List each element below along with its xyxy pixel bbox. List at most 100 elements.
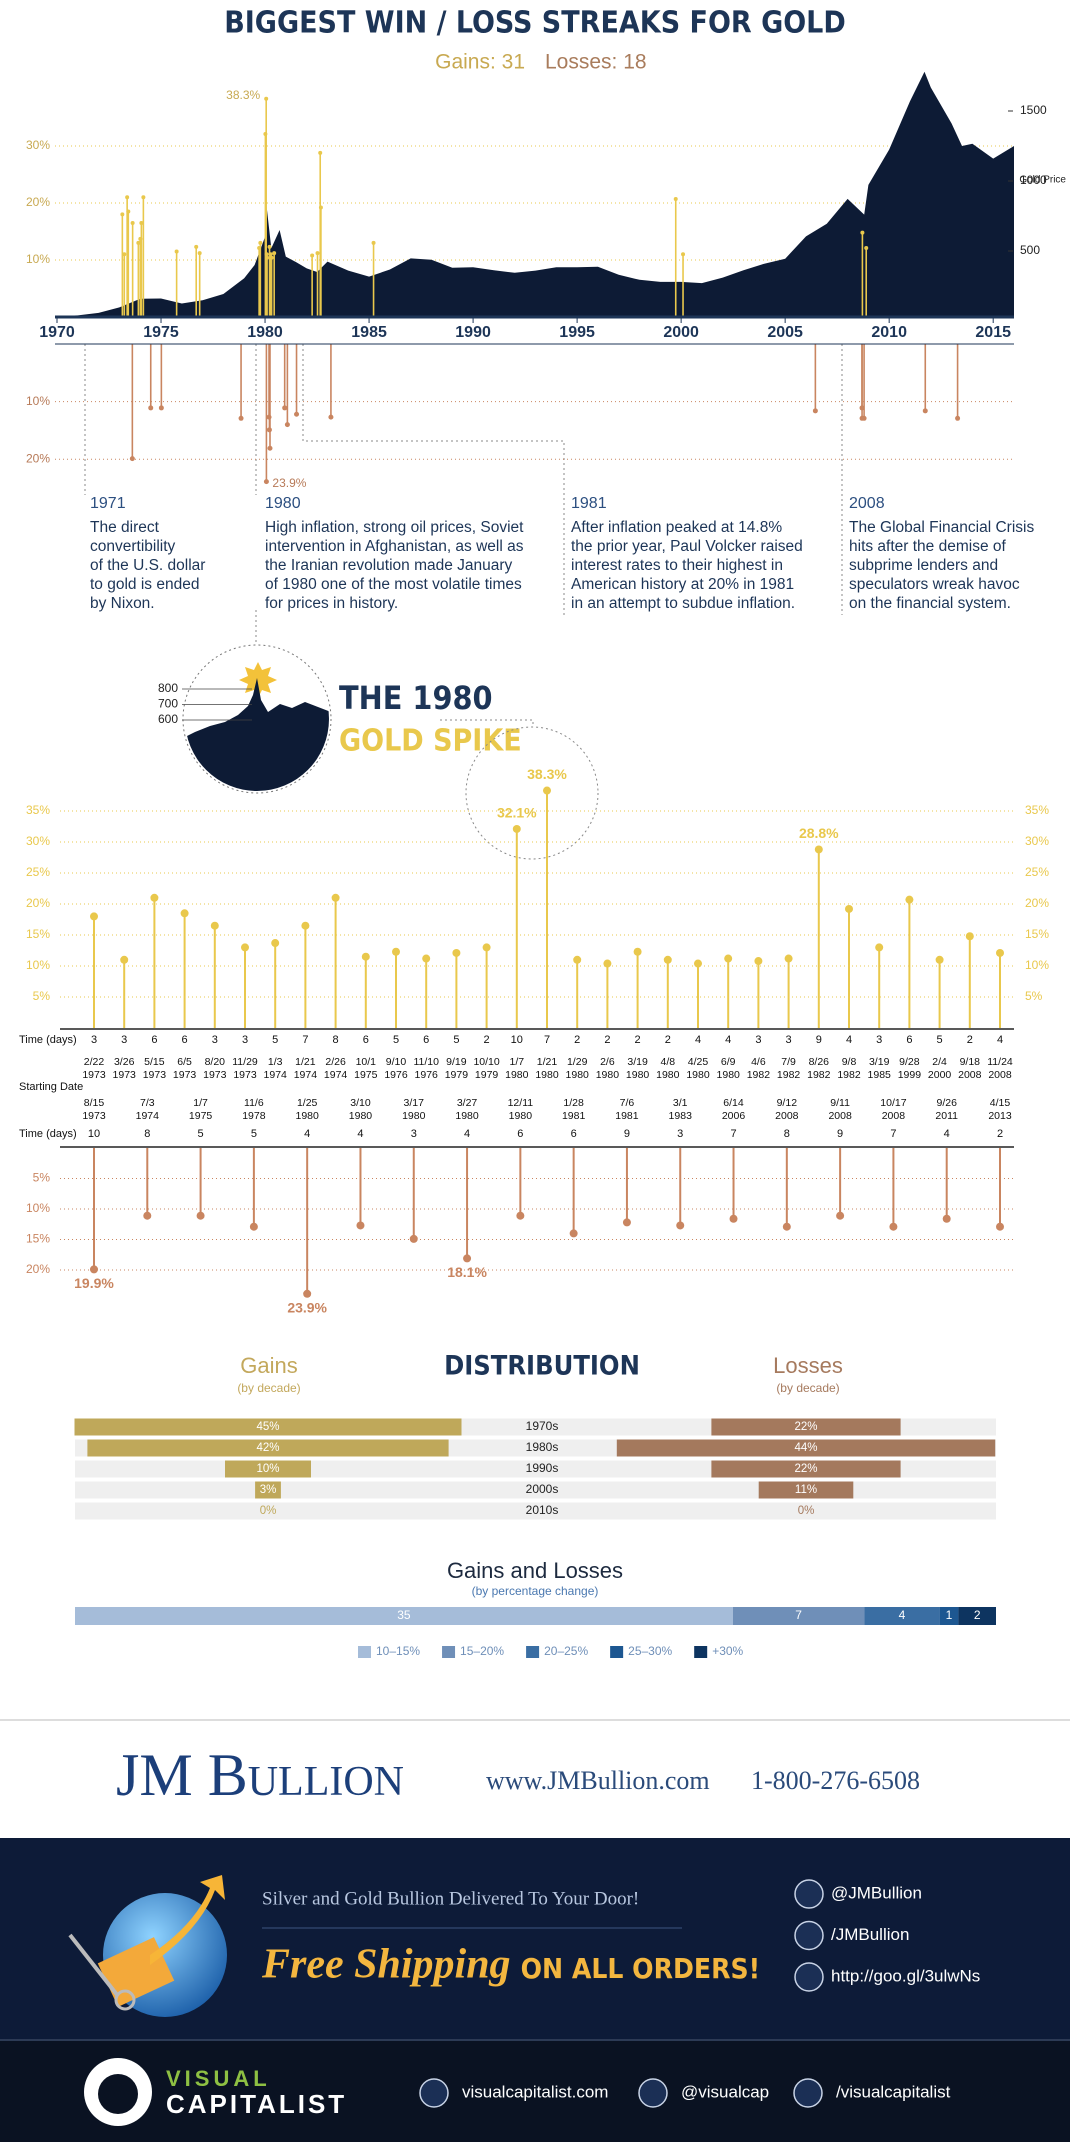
- loss-dot: [955, 415, 961, 421]
- loss-dot: [238, 415, 244, 421]
- gain-dot: [141, 195, 146, 200]
- vc-logo-top: VISUAL: [166, 2066, 271, 2091]
- date: 10/1: [356, 1056, 377, 1068]
- streak-dot: [996, 948, 1004, 957]
- losses-count: Losses: 18: [545, 51, 647, 74]
- decade-bar: [711, 1460, 901, 1478]
- days: 8: [784, 1128, 790, 1140]
- date: 2/26: [325, 1056, 346, 1068]
- streak-dot: [90, 912, 98, 921]
- days: 5: [272, 1034, 278, 1046]
- streak-dot: [241, 943, 249, 952]
- decade-bar: [225, 1460, 311, 1478]
- date: 11/24: [987, 1056, 1013, 1068]
- stack-value: 4: [899, 1608, 906, 1622]
- spike-tick-label: 700: [158, 697, 178, 711]
- gain-dot: [120, 212, 125, 217]
- gain-dot: [122, 252, 127, 257]
- days: 4: [304, 1128, 310, 1140]
- y2-tick-label: 1000: [1020, 173, 1047, 187]
- gain-dot: [130, 220, 135, 225]
- days: 6: [571, 1128, 577, 1140]
- days: 3: [242, 1034, 248, 1046]
- date: 9/10: [386, 1056, 407, 1068]
- jm-url: www.JMBullion.com: [486, 1766, 710, 1795]
- x-tick-label: 2015: [975, 324, 1011, 341]
- date: 3/10: [350, 1097, 371, 1109]
- y2-tick-label: 1500: [1020, 103, 1047, 117]
- legend-swatch: [694, 1646, 708, 1658]
- social-link: /JMBullion: [831, 1925, 909, 1944]
- y-tick-label: 5%: [33, 989, 51, 1003]
- streak-dot: [729, 1214, 738, 1223]
- date: 3/17: [404, 1097, 425, 1109]
- y-tick-label: 10%: [26, 958, 50, 972]
- streak-dot: [482, 943, 491, 952]
- year: 1982: [837, 1069, 861, 1081]
- value-label: 32.1%: [497, 805, 537, 821]
- date: 4/15: [990, 1097, 1011, 1109]
- annotation-year: 1971: [90, 495, 126, 512]
- decade-value: 42%: [256, 1442, 279, 1454]
- days: 4: [695, 1034, 701, 1046]
- gain-label: 38.3%: [226, 88, 260, 102]
- stack-value: 7: [795, 1608, 802, 1622]
- days: 6: [906, 1034, 912, 1046]
- year: 1973: [82, 1110, 106, 1122]
- date: 8/15: [84, 1097, 105, 1109]
- year: 1985: [868, 1069, 892, 1081]
- streak-dot: [271, 939, 280, 948]
- year: 1980: [349, 1110, 373, 1122]
- loss-dot: [148, 405, 154, 411]
- date: 9/8: [842, 1056, 857, 1068]
- vc-logo-bottom: CAPITALIST: [166, 2089, 347, 2119]
- y-tick-label: 10%: [26, 394, 50, 408]
- days: 3: [677, 1128, 683, 1140]
- gain-dot: [318, 205, 323, 210]
- vc-band: [0, 2040, 1070, 2142]
- date: 9/12: [777, 1097, 798, 1109]
- annotation-text: The direct: [90, 519, 160, 536]
- x-tick-label: 1975: [143, 324, 179, 341]
- gain-dot: [269, 255, 274, 260]
- year: 2008: [775, 1110, 799, 1122]
- streak-dot: [120, 955, 129, 964]
- jm-phone: 1-800-276-6508: [751, 1766, 920, 1795]
- annotation-text: hits after the demise of: [849, 538, 1006, 555]
- days: 8: [333, 1034, 339, 1046]
- vc-link: @visualcap: [681, 2082, 769, 2101]
- date: 1/25: [297, 1097, 318, 1109]
- date: 10/17: [880, 1097, 906, 1109]
- days: 3: [876, 1034, 882, 1046]
- y-tick-label: 20%: [26, 195, 50, 209]
- annotation-year: 1981: [571, 495, 607, 512]
- year: 1980: [566, 1069, 590, 1081]
- x-tick-label: 1990: [455, 324, 491, 341]
- gain-dot: [371, 240, 376, 245]
- date: 1/21: [537, 1056, 558, 1068]
- date: 11/29: [232, 1056, 258, 1068]
- streak-dot: [633, 947, 642, 956]
- year: 2013: [988, 1110, 1012, 1122]
- y-tick-label: 20%: [26, 896, 50, 910]
- y-tick-label: 35%: [26, 803, 50, 817]
- days: 9: [816, 1034, 822, 1046]
- stack-segment: [864, 1607, 940, 1625]
- days: 3: [411, 1128, 417, 1140]
- year: 1981: [562, 1110, 586, 1122]
- year: 1973: [143, 1069, 167, 1081]
- gain-dot: [860, 230, 865, 235]
- year: 1980: [686, 1069, 710, 1081]
- year: 1975: [189, 1110, 213, 1122]
- streak-dot: [622, 1218, 631, 1227]
- days: 9: [624, 1128, 630, 1140]
- date: 1/21: [295, 1056, 316, 1068]
- streak-dot: [331, 893, 340, 902]
- legend-label: 25–30%: [628, 1644, 672, 1658]
- gains-heading: Gains: [240, 1353, 297, 1378]
- decade-bar: [74, 1418, 462, 1436]
- gain-dot: [318, 150, 323, 155]
- streak-dot: [303, 1289, 312, 1298]
- year: 1979: [445, 1069, 469, 1081]
- streak-dot: [754, 957, 763, 966]
